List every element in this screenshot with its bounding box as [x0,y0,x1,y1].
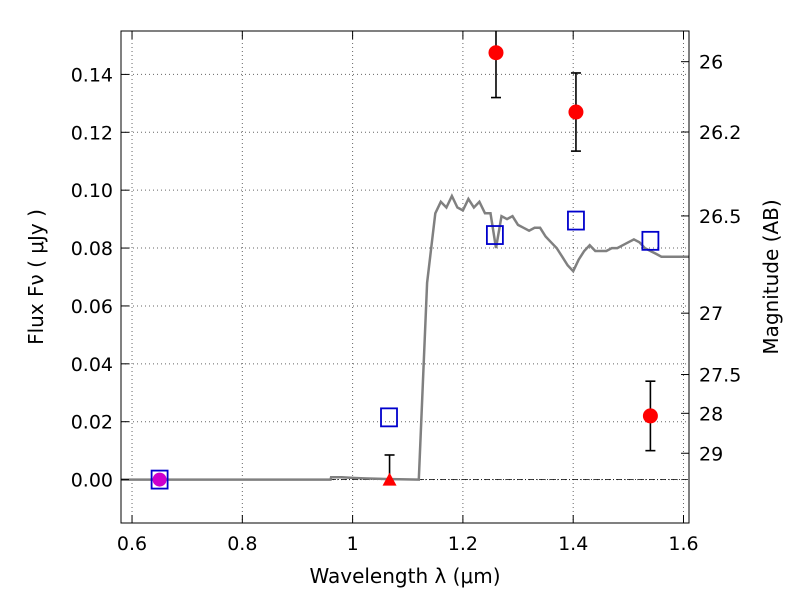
right-tick-label: 26.5 [699,206,741,228]
grid-lines [121,31,689,523]
x-tick-label: 0.6 [117,533,147,555]
y-tick-label: 0.12 [71,122,113,144]
x-tick-label: 1.2 [448,533,478,555]
y-tick-label: 0.02 [71,412,113,434]
right-tick-label: 27.5 [699,365,741,387]
observed-point [642,408,658,424]
x-tick-label: 1.4 [558,533,588,555]
model-photometry-square [485,225,504,245]
y-tick-label: 0.04 [71,354,113,376]
model-photometry-square [567,210,585,231]
right-tick-label: 29 [699,443,723,465]
right-axis-label: Magnitude (AB) [759,199,783,354]
x-tick-label: 0.8 [227,533,257,555]
axis-ticks: 0.6 0.8 1 1.2 1.4 1.6 0.00 0.02 0.04 0.06 0.08 0.10… [71,31,741,555]
observed-point [488,45,504,61]
model-photometry-square [380,407,398,428]
data-series [121,31,689,490]
x-tick-label: 1.6 [668,533,698,555]
y-tick-label: 0.14 [71,64,113,86]
y-axis-label: Flux Fν ( μJy ) [24,209,48,345]
x-tick-label: 1 [347,533,359,555]
y-tick-label: 0.06 [71,296,113,318]
y-tick-label: 0.08 [71,238,113,260]
y-tick-label: 0.00 [71,470,113,492]
limit-point [152,472,167,487]
upper-limit-triangle [382,472,397,486]
plot-frame [120,30,690,524]
right-tick-label: 28 [699,403,723,425]
model-photometry-square [641,230,660,251]
right-tick-label: 26.2 [699,122,741,144]
observed-point [568,104,584,120]
right-tick-label: 26 [699,52,723,74]
model-spectrum-line [121,193,689,481]
x-axis-label: Wavelength λ (μm) [309,564,500,588]
model-photometry-square [150,469,169,490]
right-tick-label: 27 [699,303,723,325]
y-tick-label: 0.10 [71,180,113,202]
